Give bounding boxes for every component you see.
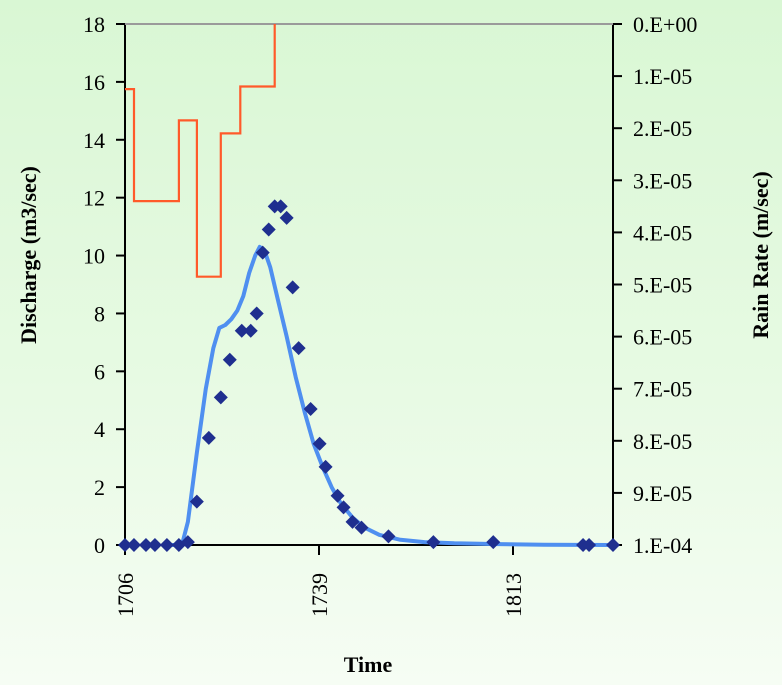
right-y-tick-label: 4.E-05 bbox=[633, 220, 692, 245]
simulated-discharge-line bbox=[167, 244, 615, 547]
right-y-tick-label: 0.E+00 bbox=[633, 12, 697, 37]
left-y-tick-label: 2 bbox=[94, 475, 105, 500]
observed-discharge-point bbox=[147, 538, 162, 552]
x-axis-title: Time bbox=[344, 652, 393, 677]
left-y-tick-label: 8 bbox=[94, 301, 105, 326]
x-tick-label: 1706 bbox=[113, 573, 138, 617]
observed-discharge-point bbox=[234, 323, 249, 338]
observed-discharge-point bbox=[426, 535, 441, 550]
left-y-tick-label: 16 bbox=[83, 70, 105, 95]
right-y-tick-label: 2.E-05 bbox=[633, 116, 692, 141]
left-y-axis: 0 2 4 6 8 10 12 14 16 18 bbox=[83, 12, 126, 558]
right-y-tick-label: 5.E-05 bbox=[633, 273, 692, 298]
right-y-tick-label: 1.E-04 bbox=[633, 533, 692, 558]
plot-series bbox=[118, 24, 620, 552]
right-y-tick-label: 9.E-05 bbox=[633, 481, 692, 506]
x-tick-label: 1739 bbox=[307, 573, 332, 617]
observed-discharge-point bbox=[336, 500, 351, 515]
observed-discharge-point bbox=[261, 222, 276, 237]
observed-discharge-point bbox=[318, 459, 333, 474]
observed-discharge-point bbox=[255, 245, 270, 260]
right-y-tick-label: 6.E-05 bbox=[633, 325, 692, 350]
observed-discharge-point bbox=[291, 341, 306, 356]
observed-discharge-point bbox=[222, 352, 237, 367]
observed-discharge-point bbox=[180, 535, 195, 550]
observed-discharge-point bbox=[303, 401, 318, 416]
right-y-tick-label: 8.E-05 bbox=[633, 429, 692, 454]
x-tick-label: 1813 bbox=[501, 573, 526, 617]
observed-discharge-point bbox=[243, 323, 258, 338]
observed-discharge-point bbox=[582, 538, 597, 552]
observed-discharge-point bbox=[126, 538, 141, 552]
observed-discharge-point bbox=[201, 430, 216, 445]
right-y-tick-label: 3.E-05 bbox=[633, 168, 692, 193]
observed-discharge-point bbox=[249, 306, 264, 321]
observed-discharge-point bbox=[279, 210, 294, 225]
observed-discharge-point bbox=[213, 390, 228, 405]
left-y-tick-label: 14 bbox=[83, 128, 105, 153]
observed-discharge-point bbox=[159, 538, 174, 552]
observed-discharge-point bbox=[330, 488, 345, 503]
left-y-tick-label: 10 bbox=[83, 244, 105, 269]
observed-discharge-point bbox=[606, 538, 620, 552]
observed-discharge-point bbox=[312, 436, 327, 451]
observed-discharge-point bbox=[354, 520, 369, 535]
observed-discharge-point bbox=[189, 494, 204, 509]
right-y-axis: 0.E+00 1.E-05 2.E-05 3.E-05 4.E-05 5.E-05 6.E-… bbox=[612, 12, 697, 558]
observed-discharge-point bbox=[486, 535, 501, 550]
left-y-tick-label: 0 bbox=[94, 533, 105, 558]
observed-discharge-point bbox=[138, 538, 153, 552]
observed-discharge-point bbox=[273, 199, 288, 214]
rain-rate-step-line bbox=[125, 24, 276, 278]
right-y-axis-title: Rain Rate (m/sec) bbox=[748, 171, 773, 338]
left-y-tick-label: 18 bbox=[83, 12, 105, 37]
observed-discharge-point bbox=[285, 280, 300, 295]
observed-discharge-point bbox=[345, 514, 360, 529]
left-y-tick-label: 4 bbox=[94, 417, 105, 442]
right-y-tick-label: 7.E-05 bbox=[633, 377, 692, 402]
left-y-axis-title: Discharge (m3/sec) bbox=[16, 166, 41, 344]
left-y-tick-label: 12 bbox=[83, 186, 105, 211]
right-y-tick-label: 1.E-05 bbox=[633, 64, 692, 89]
left-y-tick-label: 6 bbox=[94, 359, 105, 384]
observed-discharge-point bbox=[118, 538, 132, 552]
observed-discharge-point bbox=[381, 529, 396, 544]
